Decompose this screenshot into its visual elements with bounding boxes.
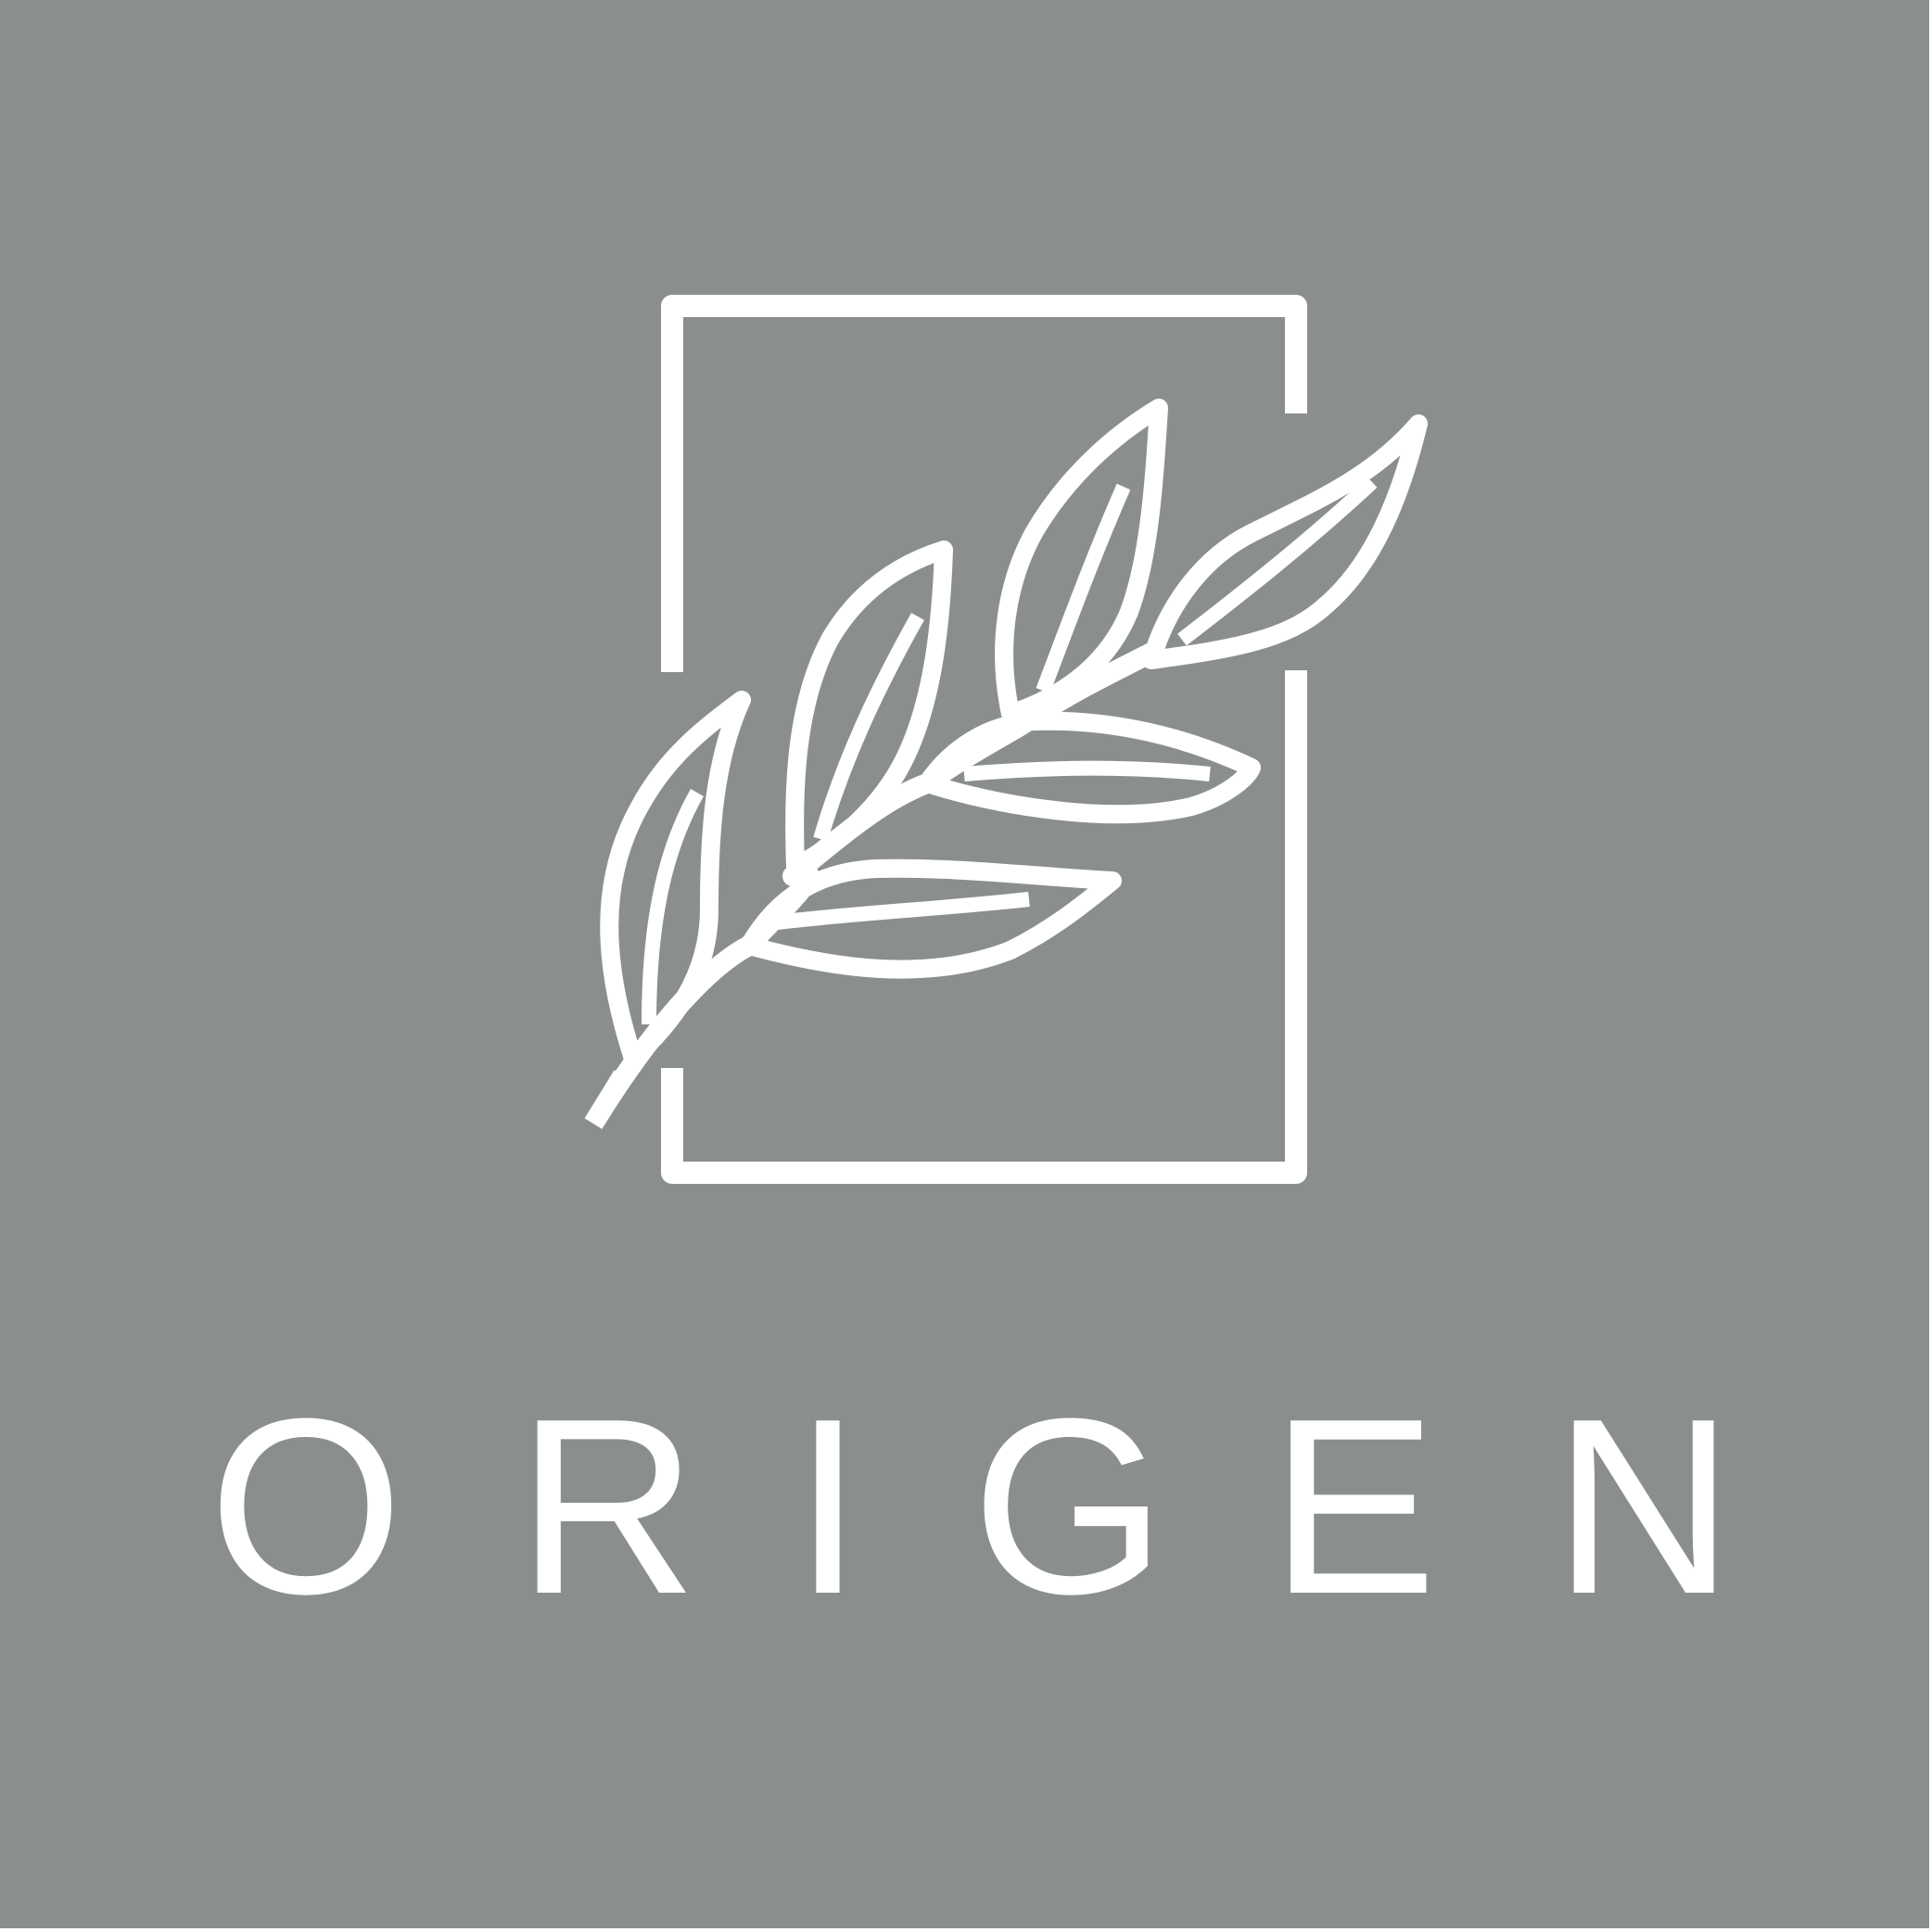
leaf-midribs (642, 477, 1378, 1025)
branch-leaves (600, 399, 1428, 1068)
wordmark-letter-r: R (517, 1391, 698, 1613)
wordmark-letter-e: E (1270, 1391, 1437, 1613)
wordmark-letter-n: N (1554, 1391, 1735, 1613)
wordmark-letter-o: O (209, 1391, 403, 1613)
wordmark: O R I G E N (209, 1391, 1735, 1613)
wordmark-letter-g: G (972, 1391, 1166, 1613)
wordmark-letter-i: I (793, 1391, 862, 1613)
logo-frame (661, 295, 1307, 1184)
